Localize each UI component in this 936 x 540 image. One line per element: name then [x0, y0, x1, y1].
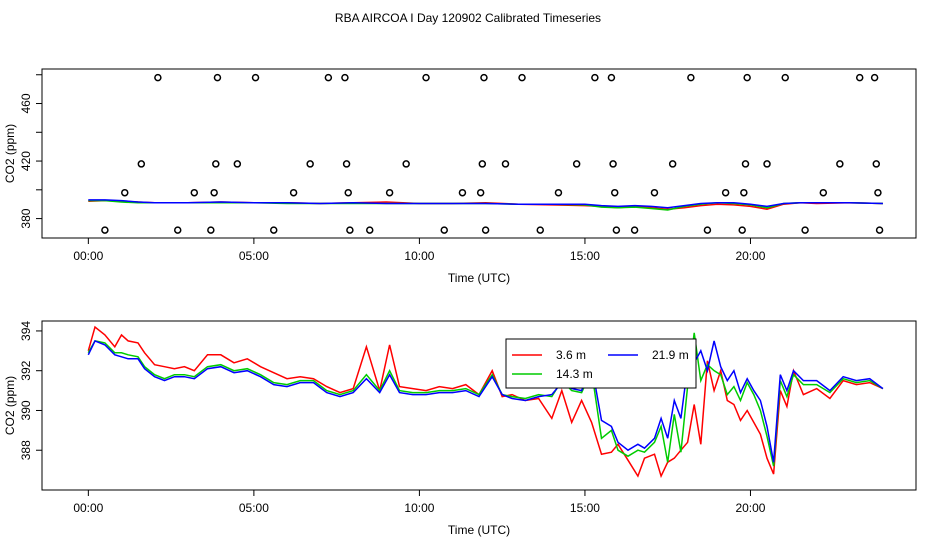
data-point-circle — [741, 160, 750, 168]
data-point-circle — [213, 73, 222, 82]
data-point-circle — [836, 160, 844, 168]
data-point-circle — [687, 73, 695, 82]
data-point-circle — [346, 226, 354, 234]
legend-label: 14.3 m — [556, 367, 593, 381]
data-point-circle — [121, 188, 129, 197]
series-line-21-9-m — [87, 339, 884, 463]
data-point-circle — [366, 226, 374, 234]
data-point-circle — [440, 226, 448, 234]
data-point-circle — [668, 160, 677, 168]
data-point-circle — [458, 188, 467, 197]
x-tick-label: 15:00 — [570, 501, 600, 515]
x-tick-label: 20:00 — [735, 501, 765, 515]
data-point-circle — [874, 188, 882, 197]
data-point-circle — [306, 160, 314, 168]
data-point-circle — [609, 160, 617, 168]
data-point-circle — [819, 188, 828, 197]
data-point-circle — [875, 226, 884, 234]
data-point-circle — [855, 73, 864, 82]
data-point-circle — [872, 160, 881, 168]
x-axis-label: Time (UTC) — [448, 523, 510, 537]
series-line-3-6-m — [87, 325, 884, 479]
x-tick-label: 00:00 — [73, 501, 103, 515]
data-point-circle — [740, 188, 748, 197]
data-point-circle — [870, 73, 879, 82]
data-point-circle — [763, 160, 771, 168]
series-line-21-9-m — [88, 199, 883, 209]
data-point-circle — [610, 188, 619, 197]
data-point-circle — [572, 160, 581, 168]
data-point-circle — [591, 73, 599, 82]
y-tick-label: 392 — [19, 360, 33, 380]
data-point-circle — [721, 188, 730, 197]
data-point-circle — [251, 73, 260, 82]
data-point-circle — [137, 160, 146, 168]
x-tick-label: 00:00 — [73, 249, 103, 263]
x-tick-label: 15:00 — [570, 249, 600, 263]
data-point-circle — [344, 188, 352, 197]
legend-box — [505, 338, 697, 389]
bottom-panel: 00:00 05:00 10:00 15:00 20:00 388 390 392 394 Tim… — [3, 320, 917, 537]
plot-frame — [41, 320, 917, 491]
y-axis-label: CO2 (ppm) — [3, 124, 17, 183]
data-point-circle — [324, 73, 333, 82]
data-point-circle — [212, 160, 220, 168]
data-point-circle — [190, 188, 199, 197]
data-point-circle — [210, 188, 218, 197]
chart-title: RBA AIRCOA I Day 120902 Calibrated Times… — [335, 11, 601, 25]
data-point-circle — [269, 226, 278, 234]
y-tick-label: 420 — [19, 151, 33, 171]
legend-label: 3.6 m — [556, 348, 586, 362]
data-point-circle — [476, 188, 485, 197]
data-point-circle — [289, 188, 298, 197]
data-point-circle — [233, 160, 242, 168]
y-tick-label: 388 — [19, 440, 33, 460]
data-point-circle — [612, 226, 621, 234]
data-point-circle — [207, 226, 215, 234]
x-tick-label: 05:00 — [239, 501, 269, 515]
data-point-circle — [341, 73, 349, 82]
data-point-circle — [101, 226, 109, 234]
data-point-circle — [630, 226, 639, 234]
data-point-circle — [173, 226, 182, 234]
legend: 3.6 m 14.3 m 21.9 m — [505, 338, 697, 389]
data-point-circle — [480, 73, 488, 82]
data-point-circle — [501, 160, 510, 168]
y-tick-label: 394 — [19, 321, 33, 341]
legend-label: 21.9 m — [652, 348, 689, 362]
data-point-circle — [743, 73, 751, 82]
plot-frame — [41, 68, 917, 239]
data-point-circle — [554, 188, 563, 197]
x-tick-label: 10:00 — [404, 249, 434, 263]
data-point-circle — [342, 160, 351, 168]
data-point-circle — [607, 73, 616, 82]
data-point-circle — [703, 226, 712, 234]
x-tick-label: 10:00 — [404, 501, 434, 515]
y-axis-label: CO2 (ppm) — [3, 376, 17, 435]
data-point-circle — [801, 226, 809, 234]
x-tick-label: 20:00 — [735, 249, 765, 263]
data-point-circle — [781, 73, 789, 82]
y-tick-label: 380 — [19, 208, 33, 228]
data-point-circle — [478, 160, 487, 168]
data-point-circle — [481, 226, 490, 234]
x-axis-label: Time (UTC) — [448, 271, 510, 285]
y-tick-label: 390 — [19, 400, 33, 420]
x-tick-label: 05:00 — [239, 249, 269, 263]
data-point-circle — [422, 73, 430, 82]
data-point-circle — [385, 188, 394, 197]
data-point-circle — [650, 188, 659, 197]
data-point-circle — [402, 160, 410, 168]
data-point-circle — [738, 226, 746, 234]
data-point-circle — [154, 73, 162, 82]
top-panel: 00:00 05:00 10:00 15:00 20:00 380 420 460 Time (… — [3, 68, 917, 285]
data-point-circle — [518, 73, 526, 82]
y-tick-label: 460 — [19, 93, 33, 113]
data-point-circle — [536, 226, 544, 234]
